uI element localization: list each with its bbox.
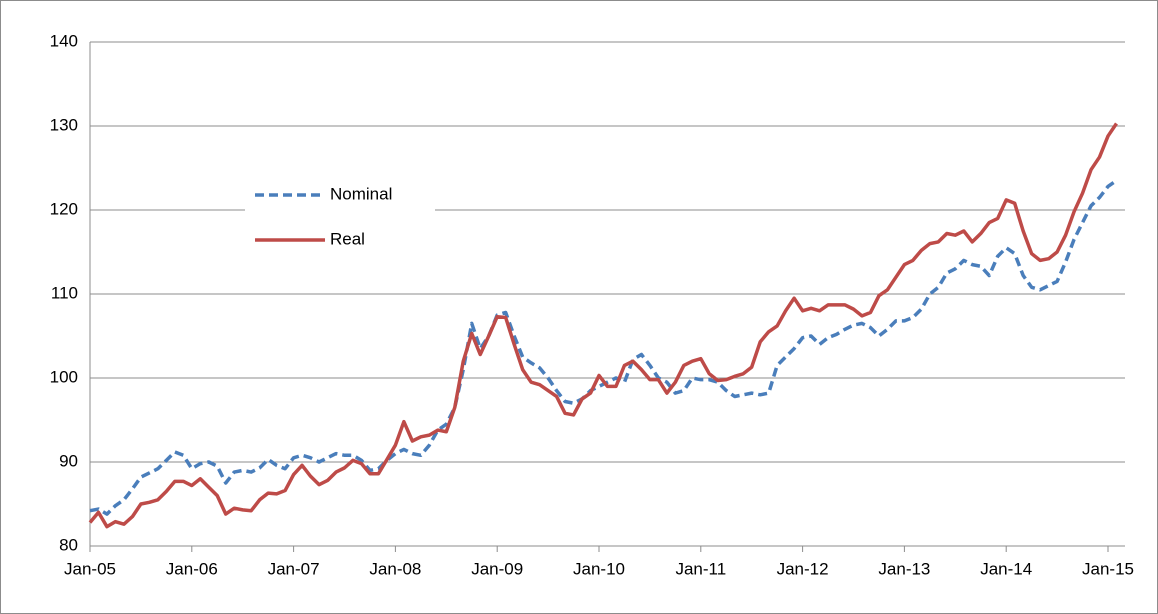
x-tick-label: Jan-11	[675, 559, 726, 578]
y-tick-label: 110	[51, 283, 78, 302]
x-tick-label: Jan-10	[573, 559, 625, 578]
x-tick-label: Jan-15	[1082, 559, 1134, 578]
y-tick-label: 140	[50, 31, 78, 50]
x-tick-label: Jan-14	[980, 559, 1032, 578]
legend-box	[245, 175, 435, 257]
x-tick-label: Jan-08	[369, 559, 421, 578]
y-tick-label: 80	[59, 535, 78, 554]
x-tick-label: Jan-09	[471, 559, 523, 578]
x-tick-label: Jan-13	[878, 559, 930, 578]
legend-label: Nominal	[330, 184, 392, 203]
y-tick-label: 130	[50, 115, 78, 134]
x-tick-label: Jan-05	[64, 559, 116, 578]
x-tick-label: Jan-06	[166, 559, 218, 578]
x-tick-label: Jan-07	[268, 559, 320, 578]
x-tick-label: Jan-12	[777, 559, 829, 578]
y-tick-label: 100	[50, 367, 78, 386]
y-tick-label: 120	[50, 199, 78, 218]
series-line	[89, 179, 1118, 516]
y-tick-label: 90	[59, 451, 78, 470]
legend-label: Real	[330, 229, 365, 248]
series-line	[88, 122, 1118, 529]
